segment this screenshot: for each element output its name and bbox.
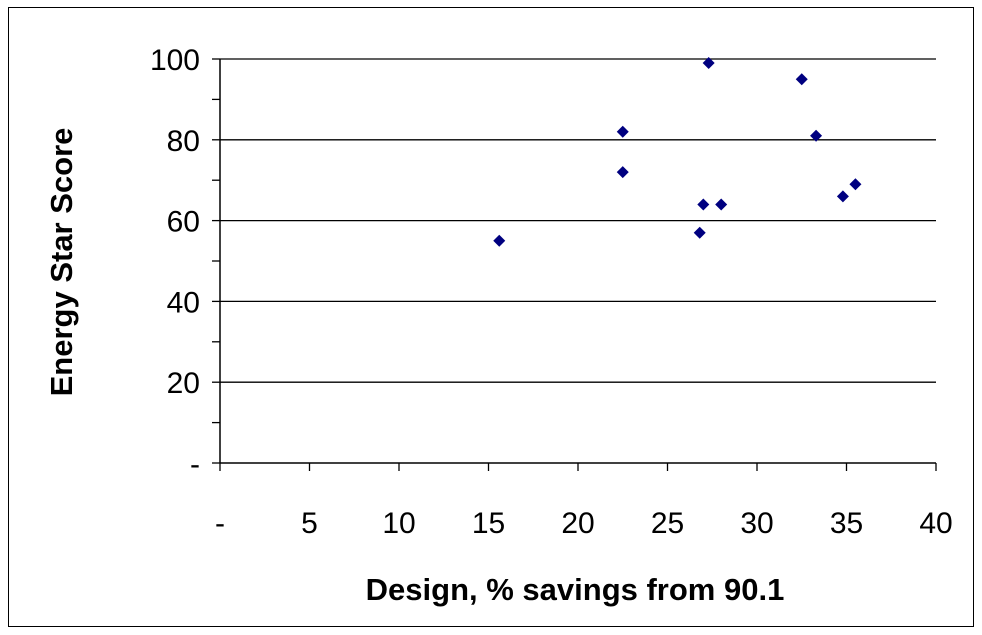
x-axis-title: Design, % savings from 90.1 xyxy=(366,572,785,607)
y-tick-label-20: 20 xyxy=(167,367,200,400)
gridlines xyxy=(220,58,936,383)
tick-labels: - 20 40 60 80 100 - 5 10 15 20 25 30 35 40 xyxy=(150,44,953,540)
y-tick-label-80: 80 xyxy=(167,125,200,158)
y-axis-title: Energy Star Score xyxy=(44,128,79,397)
y-tick-label-60: 60 xyxy=(167,206,200,239)
axis-ticks xyxy=(212,58,937,471)
x-tick-label-20: 20 xyxy=(561,507,594,540)
x-tick-label-0: - xyxy=(215,507,225,540)
x-tick-label-5: 5 xyxy=(301,507,318,540)
y-tick-label-0: - xyxy=(190,448,200,481)
data-point-10 xyxy=(836,190,849,203)
x-tick-label-10: 10 xyxy=(382,507,415,540)
x-tick-label-30: 30 xyxy=(740,507,773,540)
data-point-5 xyxy=(697,198,710,211)
data-point-7 xyxy=(715,198,728,211)
data-points xyxy=(493,57,862,247)
x-tick-label-40: 40 xyxy=(919,507,952,540)
data-point-3 xyxy=(616,166,629,179)
chart-frame xyxy=(8,7,974,627)
x-tick-label-15: 15 xyxy=(472,507,505,540)
x-tick-label-35: 35 xyxy=(830,507,863,540)
data-point-4 xyxy=(693,226,706,239)
x-tick-label-25: 25 xyxy=(651,507,684,540)
axes xyxy=(219,59,936,464)
y-tick-label-100: 100 xyxy=(150,44,200,77)
data-point-6 xyxy=(702,57,715,70)
data-point-8 xyxy=(795,73,808,86)
y-tick-label-40: 40 xyxy=(167,286,200,319)
data-point-1 xyxy=(493,234,506,247)
data-point-9 xyxy=(810,129,823,142)
data-point-11 xyxy=(849,178,862,191)
data-point-2 xyxy=(616,125,629,138)
